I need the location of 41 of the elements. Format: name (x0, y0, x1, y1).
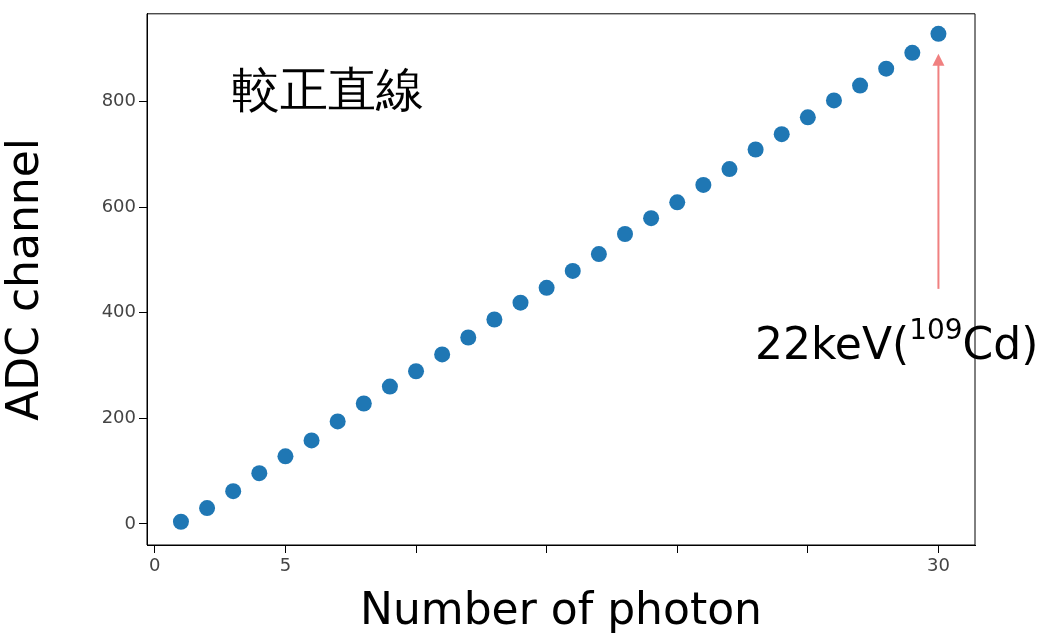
point (852, 77, 869, 94)
point (434, 346, 451, 363)
point (381, 378, 398, 395)
point (408, 363, 425, 380)
point (486, 311, 503, 328)
y-tick-label: 0 (124, 511, 136, 533)
point (512, 294, 529, 311)
x-tick-label: 30 (926, 554, 950, 576)
y-tick-label: 800 (101, 89, 136, 111)
point (564, 262, 581, 279)
point (695, 176, 712, 193)
text: 較正直線 (232, 61, 424, 118)
y-axis-title: ADC channel (0, 137, 48, 421)
point (904, 44, 921, 61)
point (643, 210, 660, 227)
point (669, 194, 686, 211)
point (799, 109, 816, 126)
point (878, 60, 895, 77)
point (721, 161, 738, 178)
point (930, 25, 947, 42)
point (199, 500, 216, 517)
x-tick-label: 5 (279, 554, 292, 576)
x-tick-label: 0 (149, 554, 161, 576)
point (590, 246, 607, 263)
y-tick-label: 400 (101, 300, 136, 322)
y-tick-label: 200 (101, 405, 136, 427)
x-axis-title: Number of photon (360, 583, 762, 635)
point (251, 465, 268, 482)
y-tick-label: 600 (101, 194, 136, 216)
point (355, 395, 372, 412)
point (277, 448, 294, 465)
point (329, 413, 346, 430)
point (616, 225, 633, 242)
point (773, 126, 790, 143)
point (747, 141, 764, 158)
point (825, 92, 842, 109)
point (172, 513, 189, 530)
point (303, 432, 320, 449)
point (460, 329, 477, 346)
point (225, 483, 242, 500)
point (538, 279, 555, 296)
